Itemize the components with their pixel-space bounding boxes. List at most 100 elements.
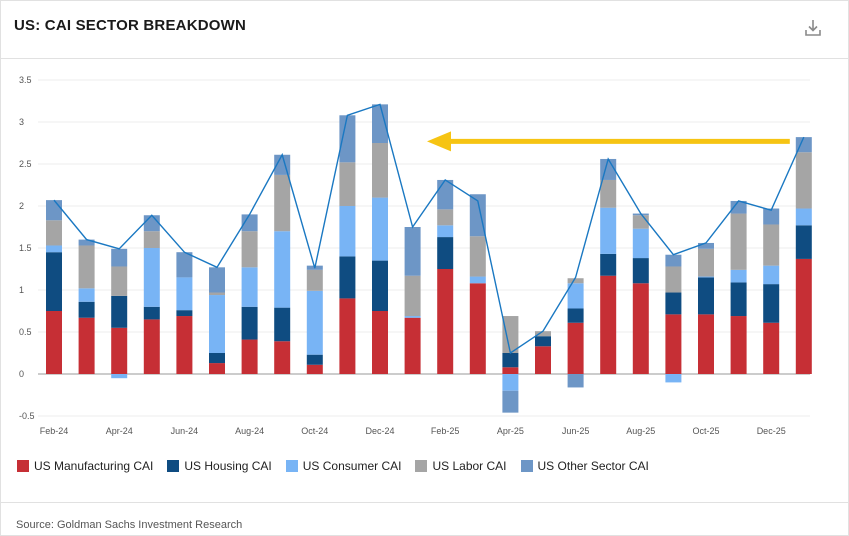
- legend-swatch: [17, 460, 29, 472]
- bar-manufacturing: [763, 322, 780, 374]
- download-icon: [805, 20, 821, 36]
- bar-other: [502, 390, 519, 413]
- bar-consumer: [339, 206, 356, 257]
- legend-item-other[interactable]: US Other Sector CAI: [520, 459, 649, 473]
- bar-consumer: [567, 283, 584, 309]
- bar-labor: [143, 231, 160, 248]
- legend-swatch: [415, 460, 428, 472]
- bar-labor: [632, 215, 649, 229]
- bar-manufacturing: [632, 283, 649, 374]
- bar-housing: [632, 258, 649, 284]
- bar-housing: [78, 301, 95, 318]
- bar-consumer: [600, 207, 617, 254]
- bar-labor: [502, 316, 519, 353]
- x-tick-label: Aug-24: [235, 426, 264, 436]
- bar-consumer: [111, 374, 128, 379]
- bar-labor: [567, 278, 584, 284]
- total-line: [53, 103, 805, 355]
- bar-labor: [306, 269, 323, 291]
- bar-other: [241, 214, 258, 232]
- bar-housing: [241, 306, 258, 340]
- bar-housing: [535, 336, 551, 347]
- legend-label: US Labor CAI: [432, 459, 507, 473]
- y-tick-label: 2.5: [19, 159, 32, 169]
- y-tick-label: 0: [19, 369, 24, 379]
- bar-labor: [209, 292, 225, 296]
- legend-label: US Consumer CAI: [302, 459, 402, 473]
- bar-housing: [176, 310, 193, 317]
- bar-consumer: [176, 277, 193, 311]
- bar-labor: [78, 245, 95, 289]
- bar-housing: [437, 237, 454, 269]
- bar-other: [437, 179, 454, 210]
- bar-housing: [111, 295, 128, 328]
- bar-manufacturing: [241, 339, 258, 374]
- source-note: Source: Goldman Sachs Investment Researc…: [16, 519, 243, 531]
- bar-housing: [502, 353, 519, 368]
- download-button[interactable]: [802, 17, 824, 39]
- bar-consumer: [730, 269, 747, 283]
- x-tick-label: Jun-24: [171, 426, 199, 436]
- bar-consumer: [437, 225, 454, 238]
- x-tick-label: Apr-24: [106, 426, 133, 436]
- bar-housing: [730, 282, 747, 317]
- legend-item-consumer[interactable]: US Consumer CAI: [285, 459, 402, 473]
- bar-housing: [274, 307, 291, 342]
- bar-housing: [600, 253, 617, 276]
- bar-manufacturing: [143, 319, 160, 374]
- chart-legend: US Manufacturing CAI US Housing CAI US Con…: [17, 459, 649, 473]
- bar-labor: [437, 209, 454, 226]
- x-tick-label: Aug-25: [626, 426, 655, 436]
- bar-consumer: [209, 295, 225, 353]
- bar-manufacturing: [502, 367, 519, 374]
- bar-consumer: [306, 290, 323, 355]
- bar-consumer: [143, 248, 160, 307]
- bar-housing: [698, 277, 714, 315]
- bar-other: [730, 200, 747, 214]
- bar-other: [143, 215, 160, 232]
- x-tick-label: Oct-24: [301, 426, 328, 436]
- y-tick-label: 1: [19, 285, 24, 295]
- bar-labor: [274, 174, 291, 232]
- legend-item-housing[interactable]: US Housing CAI: [167, 459, 272, 473]
- footer-divider: [0, 502, 849, 503]
- legend-item-labor[interactable]: US Labor CAI: [415, 459, 507, 473]
- legend-item-manufacturing[interactable]: US Manufacturing CAI: [17, 459, 153, 473]
- y-tick-label: 3: [19, 117, 24, 127]
- legend-swatch: [285, 460, 298, 472]
- legend-label: US Manufacturing CAI: [34, 459, 154, 473]
- bar-other: [567, 374, 584, 388]
- bar-manufacturing: [372, 311, 388, 374]
- bar-manufacturing: [469, 283, 486, 374]
- bar-consumer: [404, 316, 421, 318]
- bar-labor: [763, 224, 780, 266]
- bar-labor: [111, 266, 128, 296]
- bar-labor: [665, 266, 682, 293]
- bar-labor: [535, 331, 551, 337]
- bar-labor: [698, 248, 714, 277]
- bar-other: [46, 200, 62, 221]
- bar-other: [763, 208, 780, 225]
- bar-housing: [46, 252, 62, 311]
- bar-manufacturing: [437, 269, 454, 374]
- y-tick-label: -0.5: [19, 411, 35, 421]
- bar-other: [176, 252, 193, 278]
- bar-manufacturing: [339, 298, 356, 374]
- bar-consumer: [632, 228, 649, 259]
- bar-manufacturing: [698, 314, 714, 374]
- bar-consumer: [698, 276, 714, 278]
- bar-consumer: [46, 245, 62, 253]
- y-tick-label: 0.5: [19, 327, 32, 337]
- x-tick-label: Feb-24: [40, 426, 69, 436]
- bar-consumer: [372, 197, 388, 261]
- legend-label: US Other Sector CAI: [537, 459, 649, 473]
- bar-other: [78, 239, 95, 246]
- header-divider: [0, 58, 849, 59]
- bar-labor: [372, 143, 388, 198]
- bar-manufacturing: [600, 275, 617, 374]
- bar-manufacturing: [535, 346, 551, 374]
- bar-manufacturing: [111, 327, 128, 374]
- bar-other: [469, 194, 486, 237]
- x-tick-label: Oct-25: [692, 426, 719, 436]
- bar-labor: [730, 213, 747, 270]
